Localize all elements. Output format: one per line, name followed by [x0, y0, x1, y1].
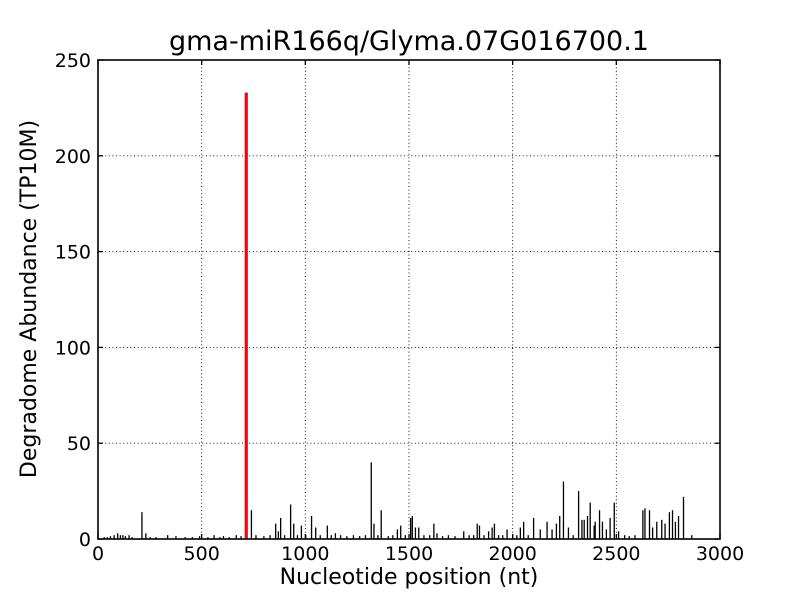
x-tick-label: 500 [184, 543, 220, 565]
y-tick-label: 250 [55, 50, 91, 72]
chart-title: gma-miR166q/Glyma.07G016700.1 [169, 26, 649, 57]
x-tick-label: 2500 [592, 543, 640, 565]
x-tick-label: 0 [92, 543, 104, 565]
y-axis-label: Degradome Abundance (TP10M) [17, 120, 42, 478]
bars [103, 462, 693, 539]
y-tick-label: 100 [55, 337, 91, 359]
x-tick-labels: 0 500 1000 1500 2000 2500 3000 [92, 543, 744, 565]
y-tick-label: 0 [79, 529, 91, 551]
x-tick-label: 1500 [385, 543, 433, 565]
x-axis-label: Nucleotide position (nt) [280, 565, 539, 590]
y-tick-label: 150 [55, 242, 91, 264]
x-tick-label: 3000 [696, 543, 744, 565]
x-tick-label: 2000 [488, 543, 536, 565]
y-tick-label: 200 [55, 146, 91, 168]
y-tick-label: 50 [67, 433, 91, 455]
x-tick-label: 1000 [281, 543, 329, 565]
tick-marks [97, 59, 721, 540]
gridlines [98, 60, 720, 539]
y-tick-labels: 0 50 100 150 200 250 [55, 50, 91, 551]
